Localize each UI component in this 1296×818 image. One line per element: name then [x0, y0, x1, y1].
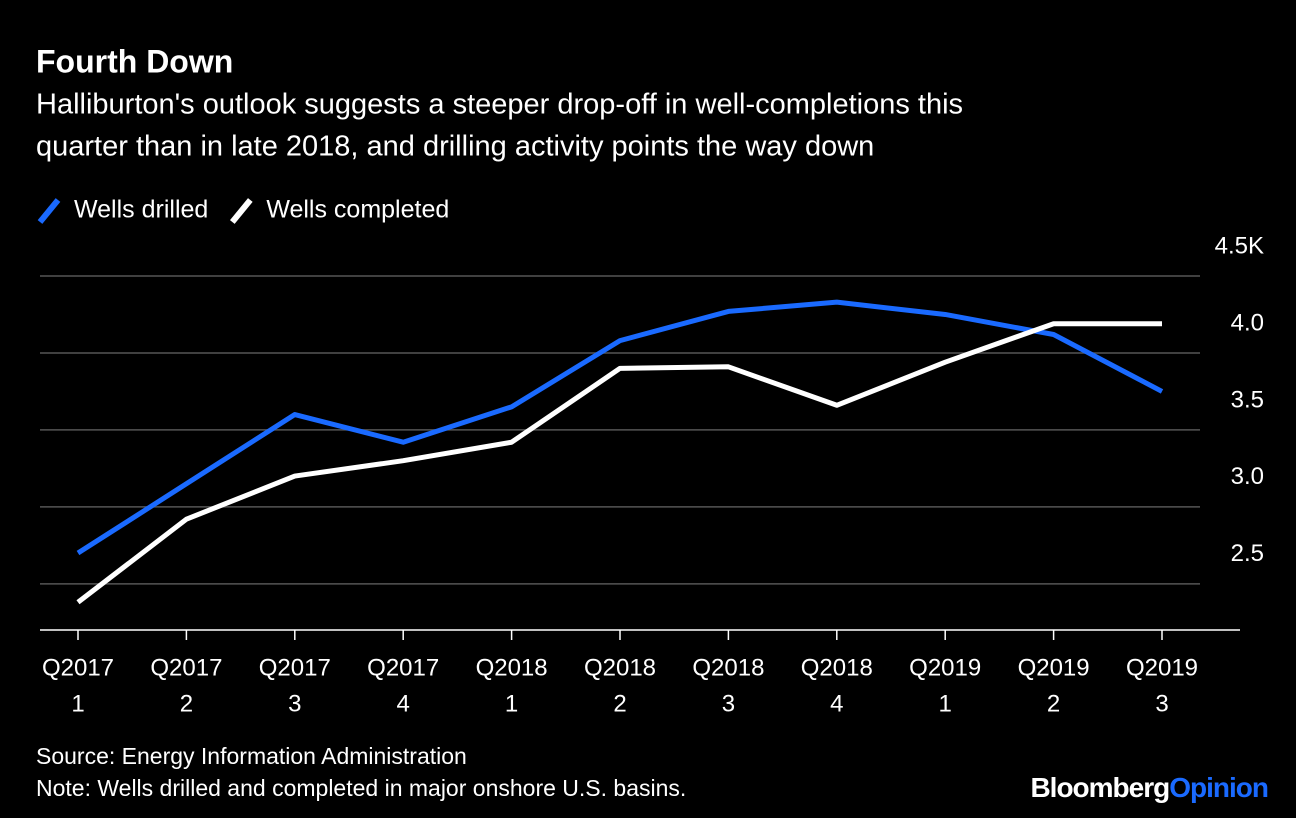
- chart-title: Fourth Down: [36, 43, 233, 79]
- x-tick-label: Q2017: [367, 654, 439, 681]
- legend-label: Wells drilled: [74, 196, 208, 224]
- y-tick-label: 4.5K: [1215, 232, 1264, 259]
- chart-subtitle: Halliburton's outlook suggests a steeper…: [36, 89, 963, 121]
- brand-name: Bloomberg: [1030, 772, 1169, 803]
- x-tick-label: Q2017: [259, 654, 331, 681]
- data-line: [76, 321, 1162, 605]
- legend-label: Wells completed: [266, 196, 449, 224]
- x-tick-label: 3: [288, 690, 301, 717]
- x-tick-label: 3: [722, 690, 735, 717]
- y-tick-label: 3.0: [1231, 463, 1264, 490]
- x-tick-label: Q2017: [150, 654, 222, 681]
- data-line: [76, 299, 1164, 556]
- x-tick-label: 2: [1047, 690, 1060, 717]
- x-tick-label: 2: [180, 690, 193, 717]
- x-tick-label: 1: [505, 690, 518, 717]
- x-tick-label: 2: [613, 690, 626, 717]
- x-tick-label: Q2018: [801, 654, 873, 681]
- source: Source: Energy Information Administratio…: [36, 743, 467, 769]
- x-tick-label: Q2019: [1018, 654, 1090, 681]
- brand-section: Opinion: [1169, 772, 1268, 803]
- x-tick-label: Q2019: [1126, 654, 1198, 681]
- x-tick-label: 4: [830, 690, 843, 717]
- x-tick-label: 1: [939, 690, 952, 717]
- x-tick-label: Q2019: [909, 654, 981, 681]
- note: Note: Wells drilled and completed in maj…: [36, 775, 686, 801]
- y-tick-label: 2.5: [1231, 540, 1264, 567]
- x-tick-label: 4: [397, 690, 410, 717]
- branding: BloombergOpinion: [1030, 772, 1268, 803]
- x-tick-label: 3: [1155, 690, 1168, 717]
- y-tick-label: 3.5: [1231, 386, 1264, 413]
- legend-swatch: [229, 198, 253, 224]
- y-tick-label: 4.0: [1231, 309, 1264, 336]
- x-tick-label: Q2018: [584, 654, 656, 681]
- x-tick-label: Q2018: [692, 654, 764, 681]
- legend-swatch: [37, 198, 61, 224]
- chart-subtitle: quarter than in late 2018, and drilling …: [36, 131, 874, 163]
- x-tick-label: 1: [71, 690, 84, 717]
- x-tick-label: Q2017: [42, 654, 114, 681]
- x-tick-label: Q2018: [476, 654, 548, 681]
